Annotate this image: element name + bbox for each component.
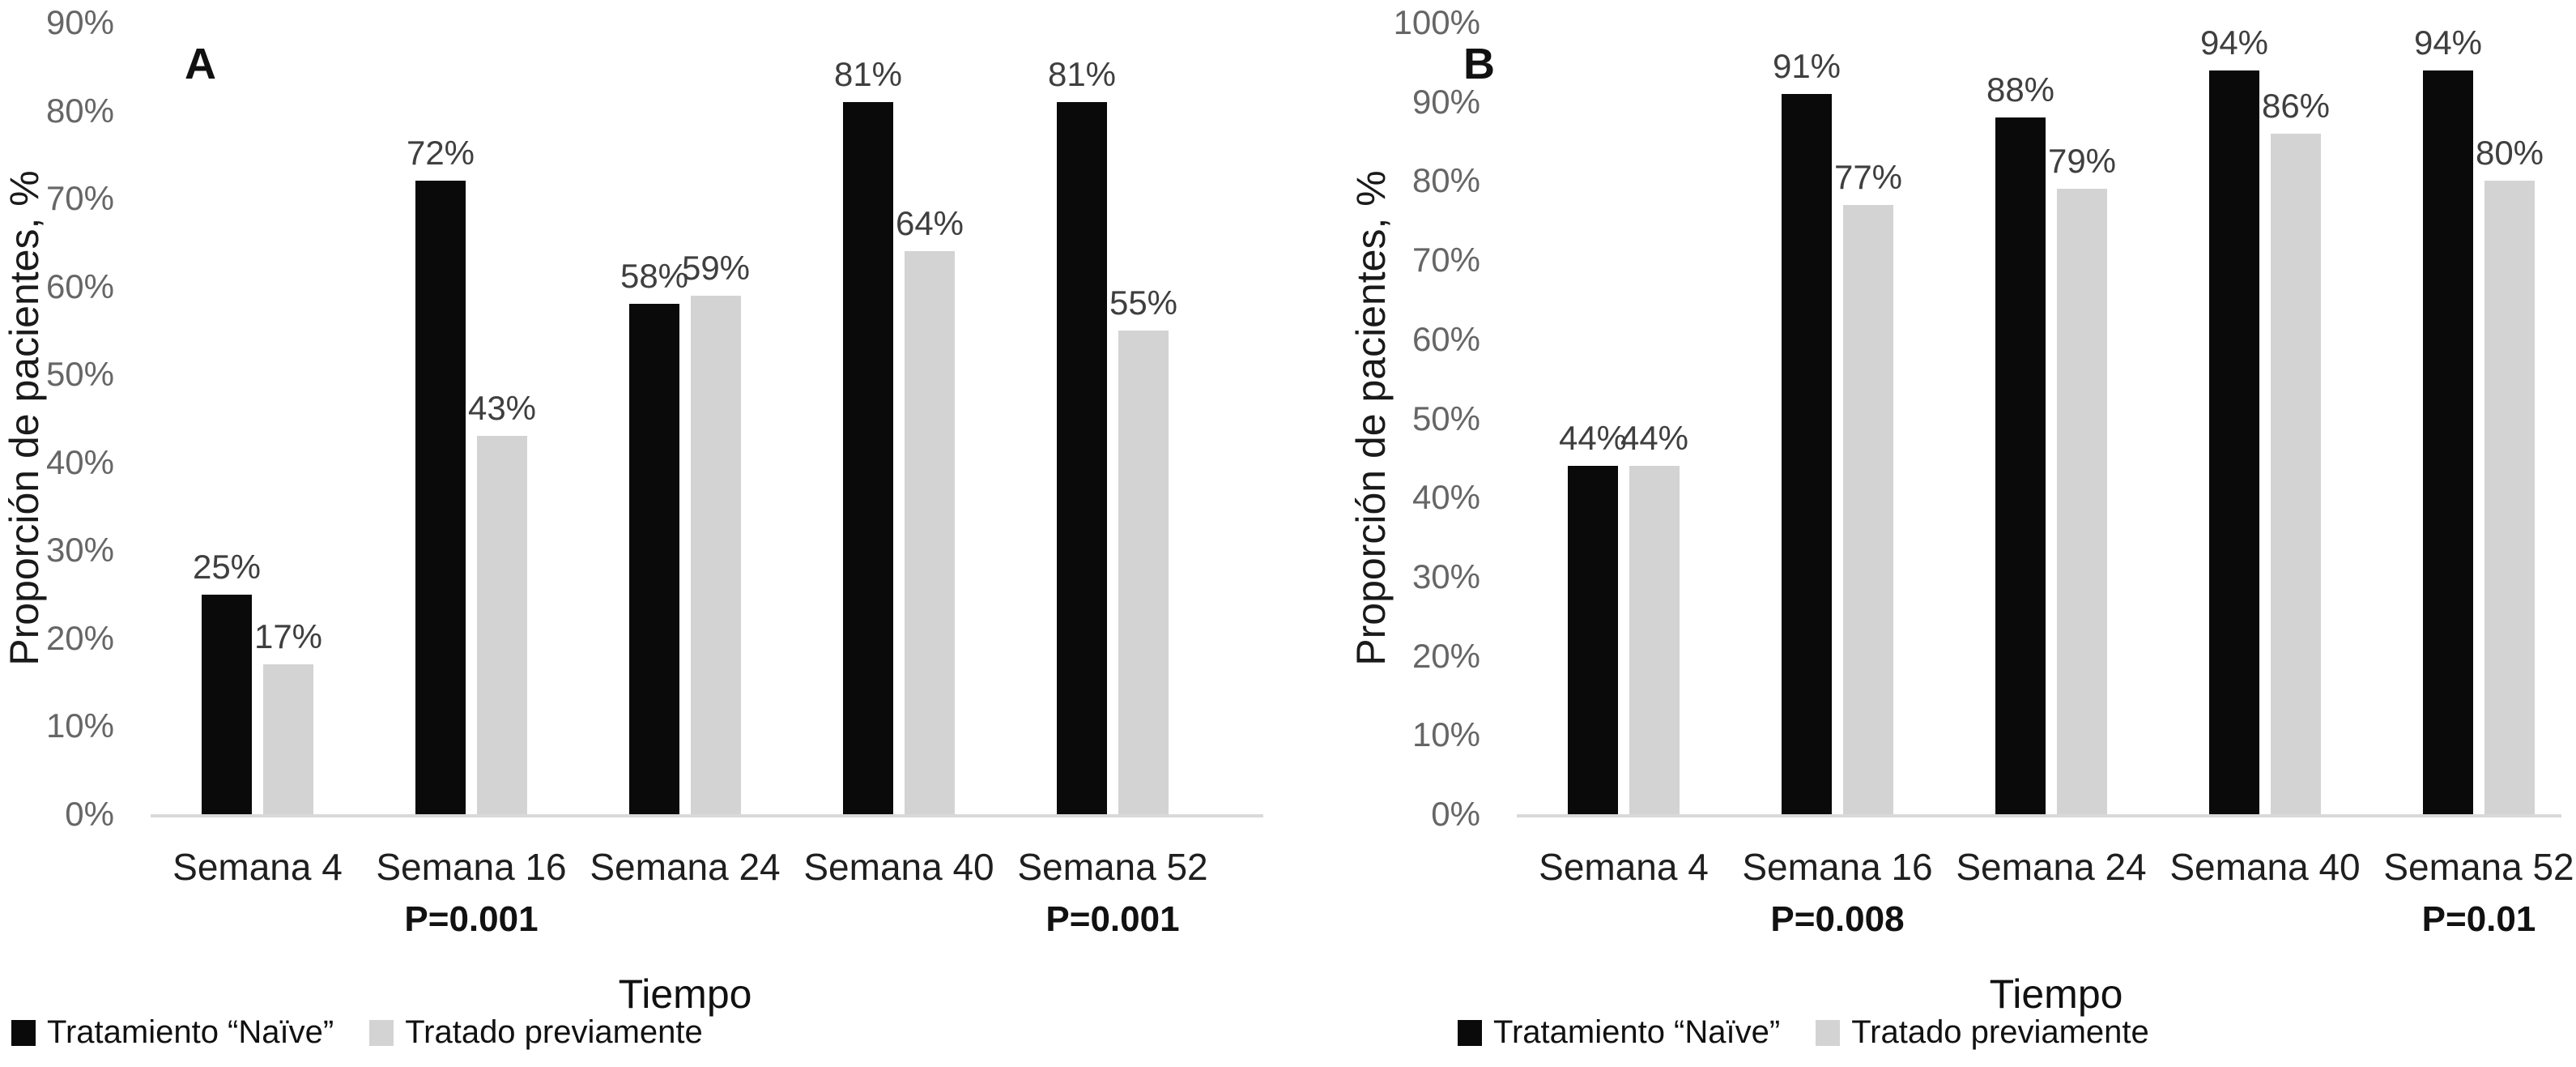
bar-value-label: 55%	[1109, 283, 1178, 322]
y-tick-label: 0%	[65, 795, 114, 833]
y-tick-label: 90%	[1411, 82, 1480, 121]
bar-treated	[1843, 204, 1893, 814]
bar-treated	[477, 436, 527, 814]
y-tick-label: 0%	[1431, 795, 1480, 833]
bar-treated	[691, 295, 741, 814]
legend-item: Tratado previamente	[1816, 1014, 2149, 1051]
bar-value-label: 43%	[467, 389, 537, 428]
bar-value-label: 86%	[2261, 86, 2331, 125]
y-tick-label: 90%	[45, 3, 114, 41]
bar-value-label: 17%	[253, 617, 323, 656]
bar-value-label: 64%	[895, 204, 964, 243]
legend-label: Tratamiento “Naïve”	[47, 1014, 334, 1050]
bar-value-label: 88%	[1986, 70, 2055, 109]
bar-value-label: 44%	[1620, 419, 1689, 458]
bar-naive	[629, 304, 679, 814]
x-tick-label: Semana 16	[1742, 846, 1933, 888]
bar-naive	[2423, 70, 2473, 814]
bar-value-label: 25%	[192, 547, 262, 586]
bar-value-label: 94%	[2413, 23, 2483, 62]
panel-letter-b: B	[1463, 40, 1495, 88]
bar-treated	[2057, 189, 2107, 814]
x-tick-label: Semana 40	[803, 846, 994, 888]
bar-naive	[1782, 93, 1832, 814]
y-tick-label: 80%	[45, 91, 114, 130]
x-tick-label: Semana 40	[2169, 846, 2361, 888]
legend-label: Tratamiento “Naïve”	[1493, 1014, 1781, 1050]
x-axis-title: Tiempo	[1989, 971, 2123, 1017]
y-tick-label: 100%	[1393, 3, 1480, 41]
legend-b: Tratamiento “Naïve” Tratado previamente	[1458, 1014, 2149, 1051]
x-tick-label: Semana 4	[1539, 846, 1709, 888]
bar-naive	[202, 594, 252, 814]
bar-naive	[843, 101, 893, 814]
legend-label: Tratado previamente	[405, 1014, 703, 1050]
bar-value-label: 79%	[2047, 142, 2117, 181]
legend-label: Tratado previamente	[1851, 1014, 2149, 1050]
y-tick-label: 20%	[1411, 636, 1480, 675]
p-value-label: P=0.008	[1770, 899, 1905, 939]
y-tick-label: 50%	[45, 355, 114, 394]
bar-value-label: 77%	[1833, 157, 1903, 196]
y-tick-label: 50%	[1411, 399, 1480, 437]
bar-treated	[1629, 466, 1680, 814]
bar-naive	[415, 181, 466, 814]
bar-naive	[1995, 117, 2046, 814]
legend-swatch-icon	[1458, 1019, 1482, 1046]
bar-treated	[2271, 133, 2321, 814]
panel-b: B Proporción de pacientes, % 0% 10% 20% 30%…	[1313, 0, 2576, 1067]
bar-value-label: 81%	[833, 54, 903, 93]
legend-swatch-icon	[1816, 1019, 1841, 1046]
y-tick-label: 20%	[45, 618, 114, 657]
panel-letter-a: A	[185, 40, 216, 88]
x-tick-label: Semana 24	[590, 846, 781, 888]
bar-treated	[905, 251, 955, 814]
legend-swatch-icon	[11, 1019, 36, 1046]
y-tick-label: 40%	[1411, 478, 1480, 517]
y-tick-label: 10%	[45, 706, 114, 745]
legend-item: Tratamiento “Naïve”	[1458, 1014, 1780, 1051]
bar-value-label: 58%	[620, 257, 689, 296]
x-axis-line	[151, 814, 1263, 817]
x-tick-label: Semana 52	[2383, 846, 2574, 888]
bar-treated	[1118, 330, 1169, 814]
bar-naive	[1568, 466, 1618, 814]
legend-item: Tratamiento “Naïve”	[11, 1014, 334, 1051]
p-value-label: P=0.001	[1045, 899, 1180, 939]
bar-value-label: 91%	[1772, 46, 1842, 85]
y-tick-label: 10%	[1411, 715, 1480, 754]
y-tick-label: 80%	[1411, 161, 1480, 200]
legend-item: Tratado previamente	[369, 1014, 703, 1051]
y-axis-title: Proporción de pacientes, %	[2, 170, 47, 666]
p-value-label: P=0.001	[404, 899, 539, 939]
bar-treated	[263, 664, 313, 814]
x-tick-label: Semana 24	[1956, 846, 2147, 888]
y-tick-label: 70%	[45, 179, 114, 218]
x-axis-title: Tiempo	[618, 971, 752, 1017]
bar-value-label: 72%	[406, 134, 475, 173]
x-tick-label: Semana 4	[172, 846, 343, 888]
y-tick-label: 30%	[1411, 557, 1480, 595]
bar-value-label: 81%	[1047, 54, 1117, 93]
bar-value-label: 80%	[2475, 134, 2544, 173]
bar-treated	[2484, 181, 2535, 814]
x-tick-label: Semana 52	[1017, 846, 1208, 888]
y-tick-label: 30%	[45, 531, 114, 570]
bar-naive	[2209, 70, 2259, 814]
p-value-label: P=0.01	[2421, 899, 2536, 939]
panel-a: A Proporción de pacientes, % 0% 10% 20% 30%…	[2, 3, 1263, 1051]
y-tick-label: 70%	[1411, 241, 1480, 280]
bar-value-label: 94%	[2199, 23, 2269, 62]
x-axis-line	[1517, 814, 2561, 817]
bar-naive	[1057, 101, 1107, 814]
y-tick-label: 60%	[45, 267, 114, 305]
legend-swatch-icon	[369, 1019, 394, 1046]
bar-value-label: 59%	[681, 248, 751, 287]
legend-a: Tratamiento “Naïve” Tratado previamente	[11, 1014, 703, 1051]
x-tick-label: Semana 16	[376, 846, 567, 888]
y-tick-label: 40%	[45, 442, 114, 481]
y-tick-label: 60%	[1411, 319, 1480, 358]
bar-value-label: 44%	[1558, 419, 1628, 458]
